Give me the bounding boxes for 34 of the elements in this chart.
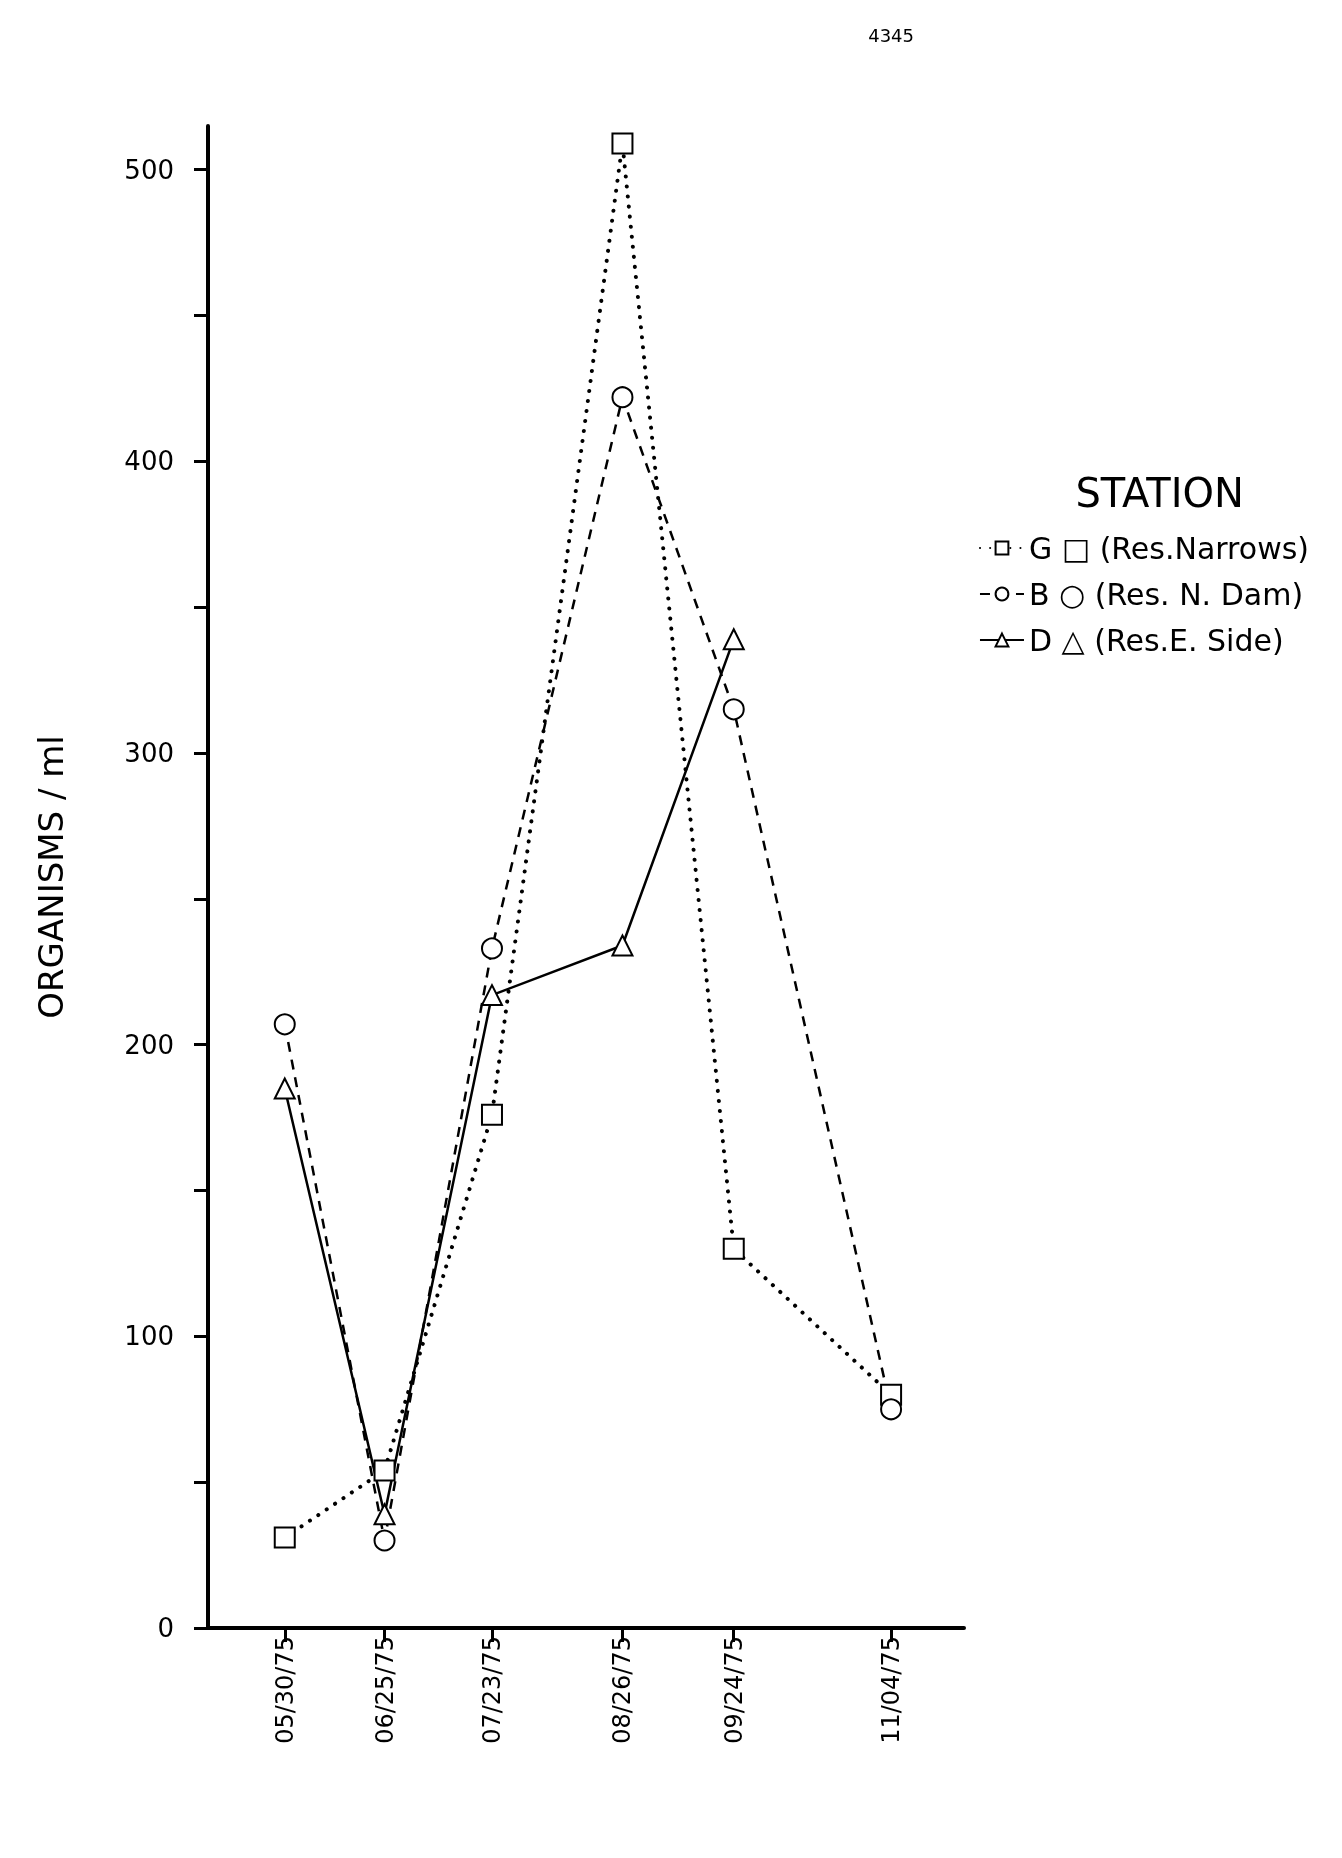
point xyxy=(611,132,634,155)
y-axis-title: ORGANISMS / ml xyxy=(31,735,71,1019)
x-tick-label: 05/30/75 xyxy=(270,1636,299,1744)
y-tick-label: 100 xyxy=(124,1321,174,1352)
point xyxy=(373,1459,396,1482)
point xyxy=(481,937,503,960)
point xyxy=(373,1503,396,1526)
legend-title: STATION xyxy=(1075,470,1245,516)
legend-label: D △ (Res.E. Side) xyxy=(1028,622,1284,658)
point xyxy=(611,386,634,409)
point xyxy=(273,1013,296,1036)
x-tick-label: 11/04/75 xyxy=(877,1636,906,1744)
point xyxy=(880,1398,903,1421)
point xyxy=(273,1526,296,1549)
point xyxy=(480,1103,503,1126)
point xyxy=(480,984,503,1007)
point xyxy=(611,934,634,957)
y-tick-label: 200 xyxy=(124,1029,174,1060)
y-tick-label: 300 xyxy=(124,738,174,769)
legend-label: G □ (Res.Narrows) xyxy=(1028,530,1310,566)
point xyxy=(273,1077,296,1100)
point xyxy=(722,698,745,721)
x-tick-label: 07/23/75 xyxy=(477,1636,506,1744)
x-tick-label: 09/24/75 xyxy=(719,1636,748,1744)
x-tick-label: 06/25/75 xyxy=(370,1636,399,1744)
y-tick-label: 500 xyxy=(124,154,174,185)
point xyxy=(373,1529,396,1552)
legend-label: B ○ (Res. N. Dam) xyxy=(1028,576,1304,612)
x-tick-label: 08/26/75 xyxy=(608,1636,637,1744)
point xyxy=(722,1237,745,1260)
text: 4345 xyxy=(868,24,914,46)
y-tick-label: 0 xyxy=(157,1613,174,1643)
point xyxy=(722,628,745,651)
y-tick-label: 400 xyxy=(124,446,174,477)
